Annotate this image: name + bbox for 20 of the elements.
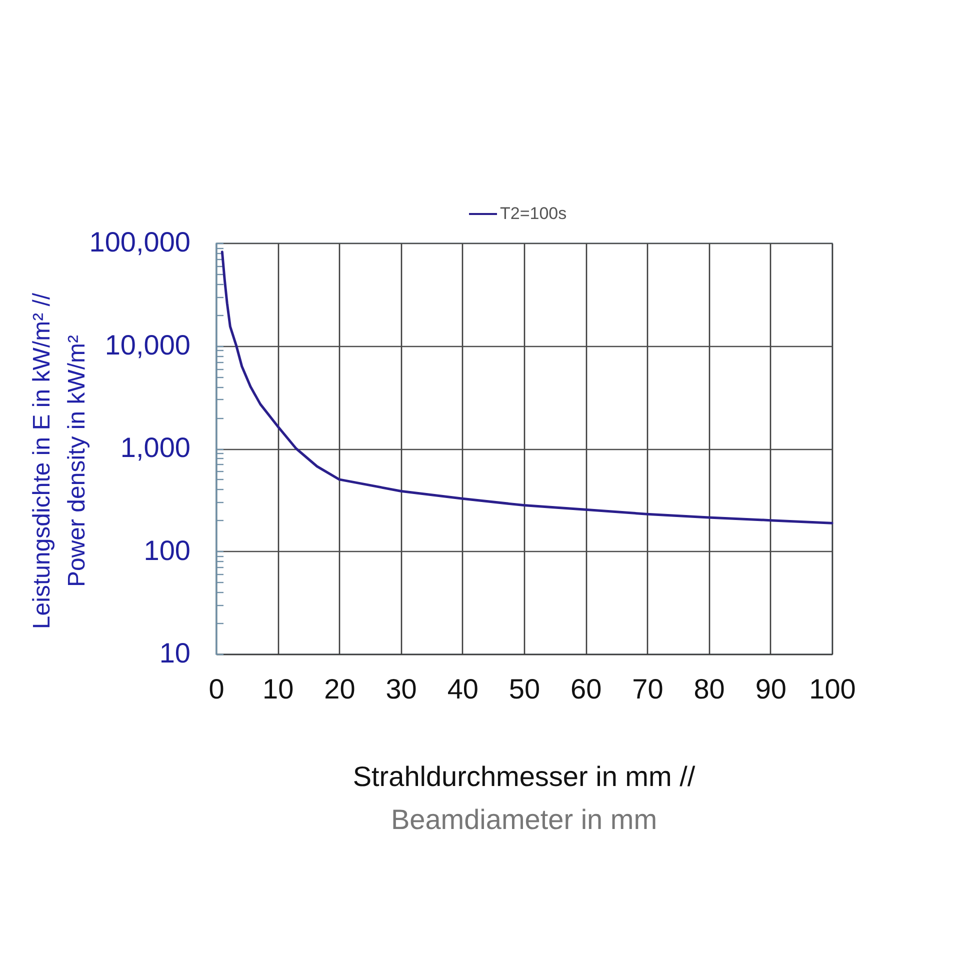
x-tick-label: 70 (632, 674, 664, 704)
x-tick-label: 40 (447, 674, 478, 704)
y-tick-label: 10,000 (104, 329, 190, 360)
x-tick-label: 10 (262, 674, 294, 704)
x-tick-label: 0 (208, 674, 224, 704)
x-tick-label: 80 (694, 674, 725, 704)
legend-label: T2=100s (500, 204, 567, 223)
x-tick-label: 100 (809, 674, 856, 704)
y-tick-label: 1,000 (120, 432, 190, 463)
x-tick-label: 60 (570, 674, 602, 704)
y-tick-label: 100 (144, 534, 190, 566)
y-tick-label: 10 (159, 638, 190, 668)
x-tick-label: 30 (386, 674, 417, 704)
line-series (220, 250, 834, 524)
x-axis-title: Strahldurchmesser in mm // Beamdiameter in mm (352, 761, 696, 835)
x-tick-label: 50 (508, 674, 540, 704)
y-tick-label: 100,000 (89, 226, 190, 258)
x-tick-label: 90 (755, 674, 786, 704)
x-tick-label: 20 (324, 674, 356, 704)
y-axis-title: Leistungsdichte in E in kW/m² // Power density in kW/m² (28, 292, 90, 630)
